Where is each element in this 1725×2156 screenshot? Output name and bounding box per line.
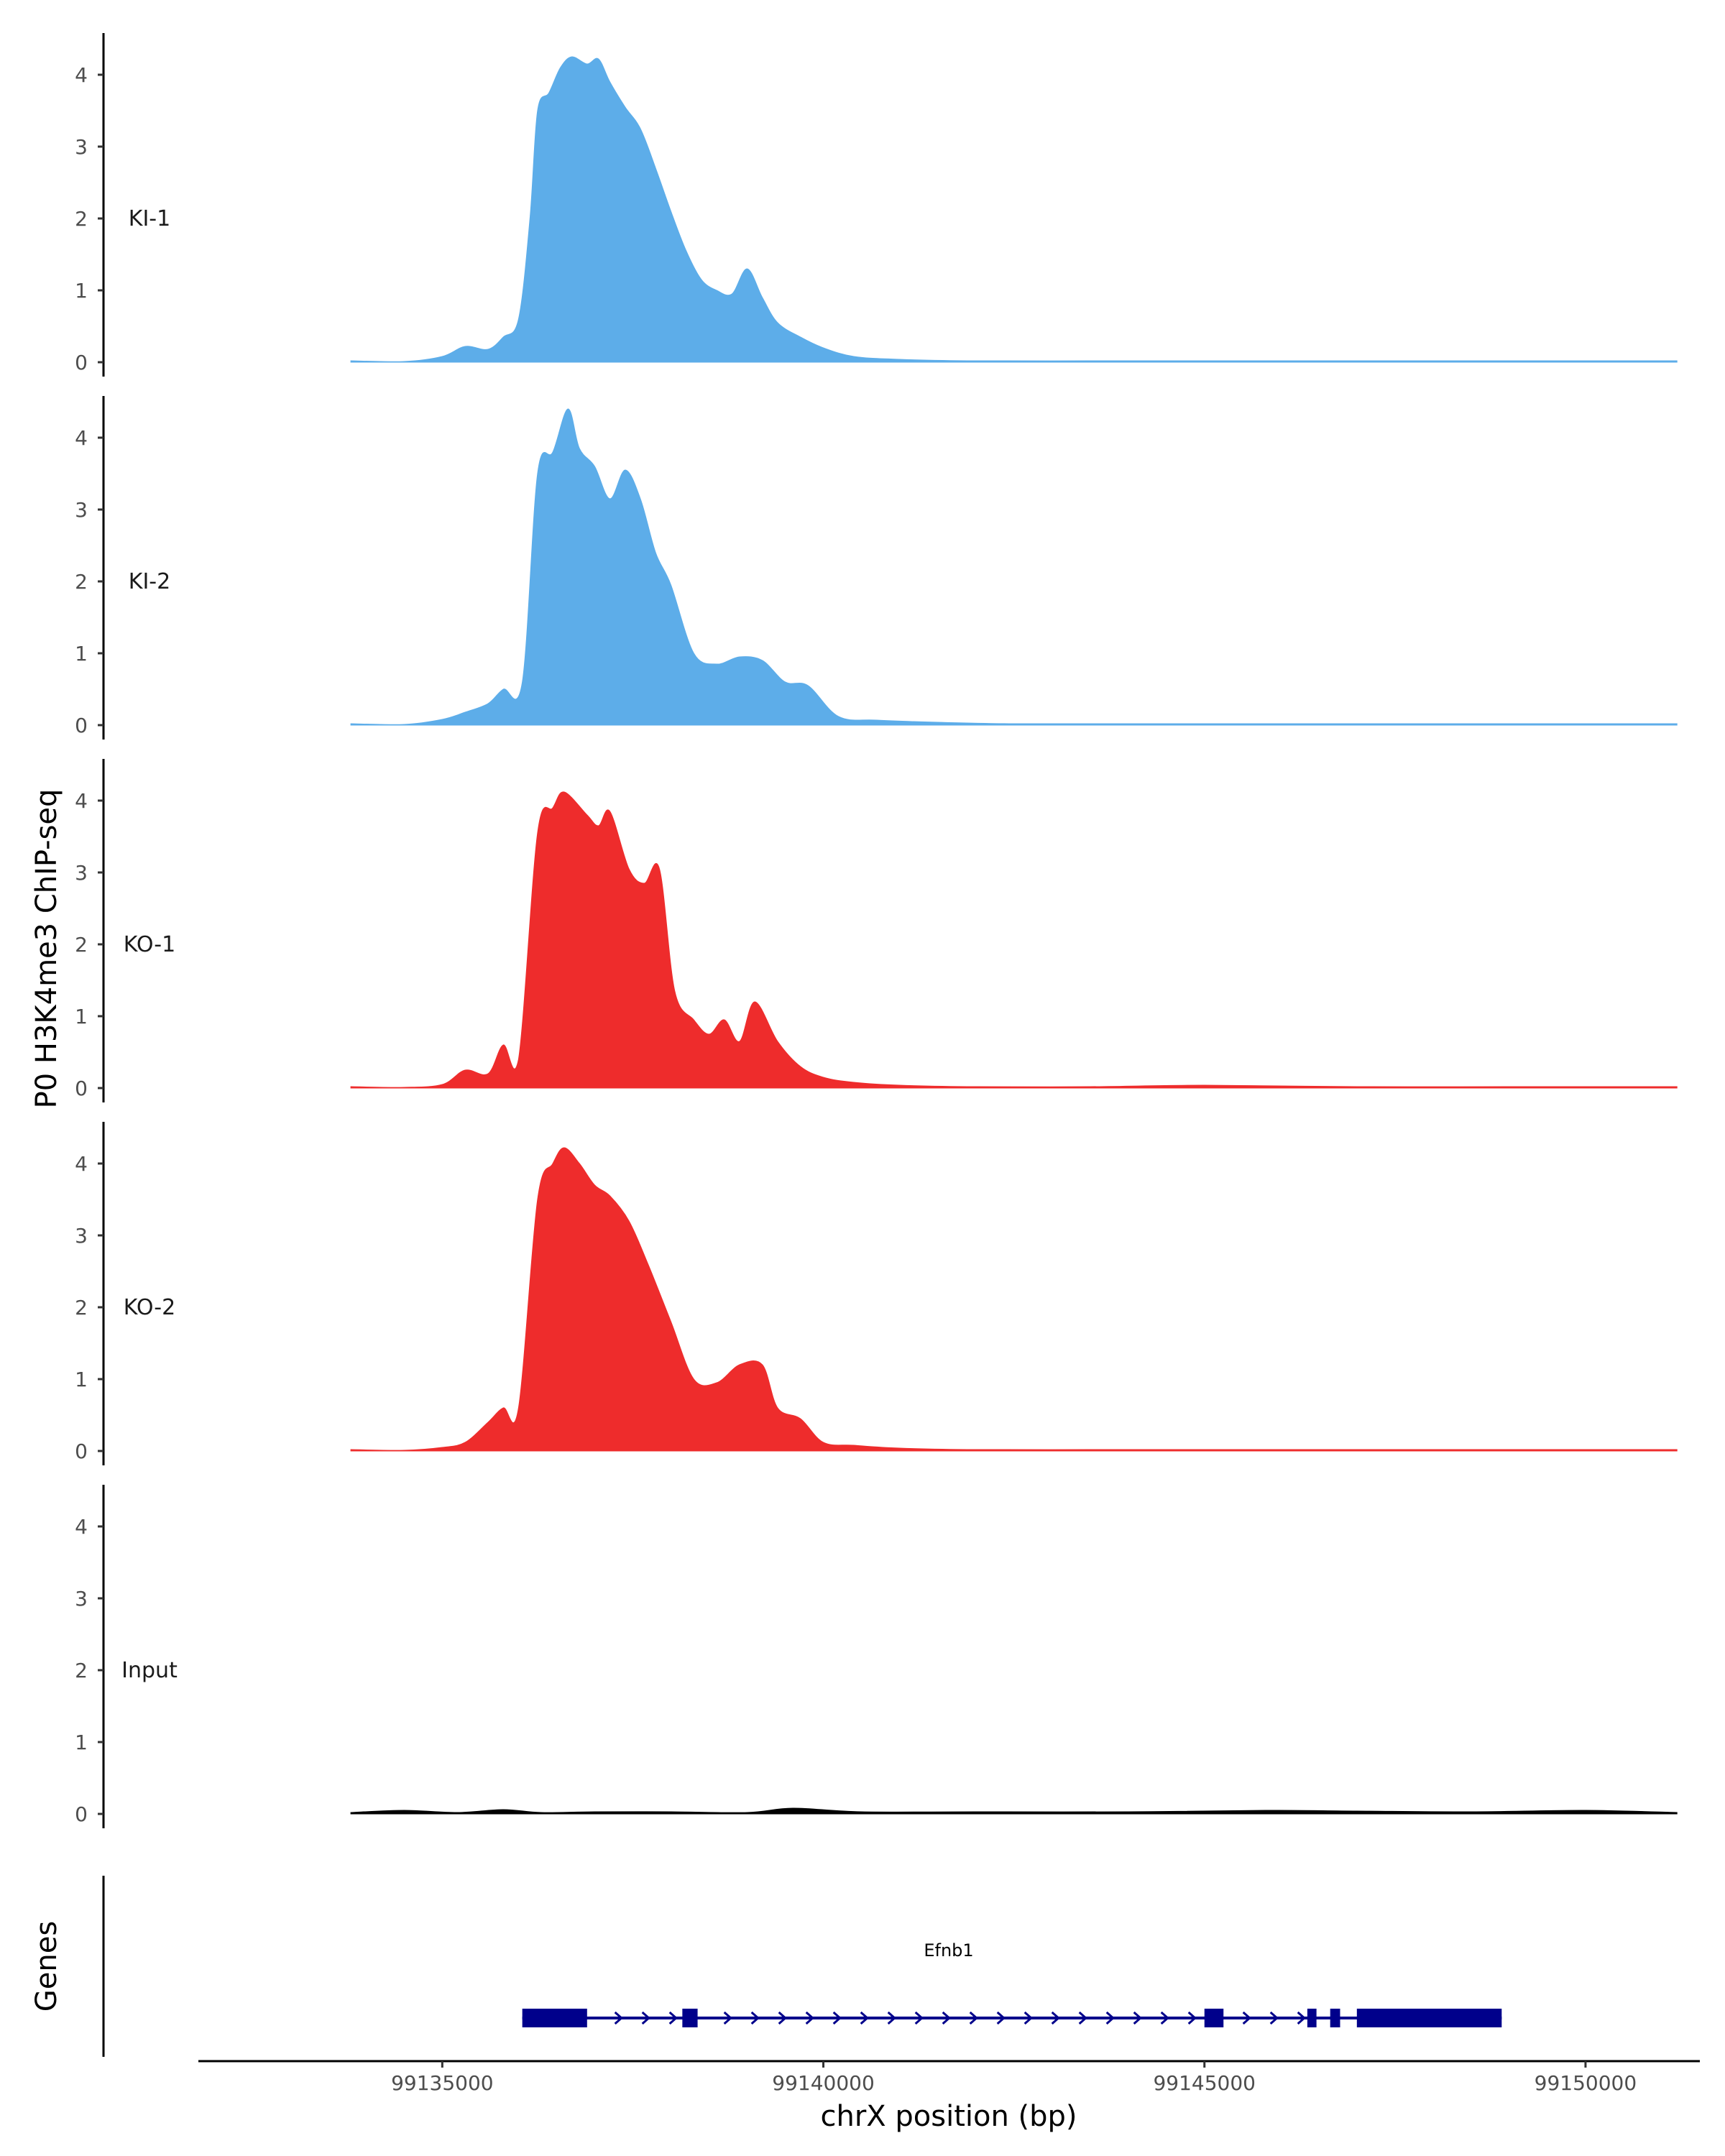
gene-label-efnb1: Efnb1 xyxy=(924,1940,973,1961)
gene-exon-5 xyxy=(1330,2009,1340,2027)
y-tick-label-ki-2-4: 4 xyxy=(75,426,88,450)
strand-arrow xyxy=(614,2011,623,2025)
strand-arrow xyxy=(641,2011,650,2025)
y-tick-label-ki-1-1: 1 xyxy=(75,279,88,303)
strand-arrow xyxy=(1024,2011,1033,2025)
strand-arrow xyxy=(1269,2011,1279,2025)
genes-panel: Efnb1 xyxy=(102,1876,1502,2057)
track-panel-ki-1: 0 1 2 3 4 KI-1 xyxy=(75,33,1678,377)
y-tick-label-ki-2-3: 3 xyxy=(75,498,88,522)
x-axis-title: chrX position (bp) xyxy=(820,2100,1077,2133)
y-tick-label-ki-2-0: 0 xyxy=(75,714,88,737)
strand-arrow xyxy=(914,2011,924,2025)
strand-arrow xyxy=(1105,2011,1115,2025)
strand-arrow xyxy=(750,2011,760,2025)
track-panel-ko-2: 0 1 2 3 4 KO-2 xyxy=(75,1122,1678,1465)
y-tick-label-input-4: 4 xyxy=(75,1515,88,1539)
strand-arrow xyxy=(942,2011,951,2025)
track-panel-input: 0 1 2 3 4 Input xyxy=(75,1485,1678,1828)
x-tick-label-99140000: 99140000 xyxy=(772,2071,875,2095)
y-tick-label-ki-1-3: 3 xyxy=(75,135,88,159)
strand-arrow xyxy=(832,2011,842,2025)
y-tick-label-input-3: 3 xyxy=(75,1587,88,1611)
strand-arrow xyxy=(887,2011,896,2025)
track-label-ko-1: KO-1 xyxy=(124,932,175,957)
track-label-ko-2: KO-2 xyxy=(124,1295,175,1320)
x-tick-label-99135000: 99135000 xyxy=(391,2071,494,2095)
y-tick-label-input-0: 0 xyxy=(75,1802,88,1826)
coverage-area-ki-1 xyxy=(350,56,1678,363)
strand-arrow xyxy=(969,2011,978,2025)
y-tick-label-ki-1-0: 0 xyxy=(75,351,88,374)
y-tick-label-ko-1-0: 0 xyxy=(75,1077,88,1100)
gene-exon-6 xyxy=(1356,2009,1502,2027)
strand-arrow xyxy=(860,2011,869,2025)
y-tick-label-ko-1-1: 1 xyxy=(75,1005,88,1028)
strand-arrow xyxy=(1242,2011,1251,2025)
y-tick-label-ko-1-3: 3 xyxy=(75,861,88,885)
x-tick-label-99150000: 99150000 xyxy=(1535,2071,1637,2095)
gene-model xyxy=(522,2009,1502,2027)
strand-arrow xyxy=(996,2011,1006,2025)
y-tick-label-ko-2-1: 1 xyxy=(75,1368,88,1391)
gene-exon-4 xyxy=(1307,2009,1317,2027)
y-tick-label-input-2: 2 xyxy=(75,1659,88,1682)
y-tick-label-ko-2-4: 4 xyxy=(75,1152,88,1176)
strand-arrow xyxy=(1187,2011,1197,2025)
genes-axis-title: Genes xyxy=(30,1921,63,2012)
y-tick-label-ko-1-4: 4 xyxy=(75,789,88,813)
strand-arrow xyxy=(778,2011,787,2025)
strand-arrow xyxy=(805,2011,814,2025)
strand-arrow xyxy=(1078,2011,1087,2025)
x-axis: 99135000 99140000 99145000 99150000 xyxy=(198,2060,1700,2095)
y-tick-label-ki-1-2: 2 xyxy=(75,207,88,231)
gene-exon-1 xyxy=(522,2009,587,2027)
y-tick-label-ko-2-3: 3 xyxy=(75,1224,88,1248)
track-panel-ki-2: 0 1 2 3 4 KI-2 xyxy=(75,396,1678,740)
track-label-ki-1: KI-1 xyxy=(129,206,170,231)
y-tick-label-ko-2-0: 0 xyxy=(75,1439,88,1463)
tracks-layer: 0 1 2 3 4 KI-1 0 1 2 3 4 KI-2 0 1 2 3 4 KO-1 0 1 2 3 4 KO-2 0 1 2 3… xyxy=(75,33,1678,1828)
y-tick-label-input-1: 1 xyxy=(75,1731,88,1754)
track-label-ki-2: KI-2 xyxy=(129,569,170,594)
gene-exon-2 xyxy=(682,2009,698,2027)
track-panel-ko-1: 0 1 2 3 4 KO-1 xyxy=(75,759,1678,1102)
coverage-area-ki-2 xyxy=(350,408,1678,726)
strand-arrow xyxy=(668,2011,678,2025)
coverage-area-ko-1 xyxy=(350,791,1678,1089)
y-tick-label-ki-2-1: 1 xyxy=(75,642,88,665)
strand-arrow xyxy=(1051,2011,1060,2025)
y-tick-label-ki-2-2: 2 xyxy=(75,570,88,594)
y-tick-label-ki-1-4: 4 xyxy=(75,63,88,87)
coverage-area-input xyxy=(350,1807,1678,1815)
coverage-area-ko-2 xyxy=(350,1147,1678,1452)
y-tick-label-ko-2-2: 2 xyxy=(75,1296,88,1319)
strand-arrow xyxy=(723,2011,732,2025)
gene-exon-3 xyxy=(1204,2009,1224,2027)
x-tick-label-99145000: 99145000 xyxy=(1153,2071,1256,2095)
y-tick-label-ko-1-2: 2 xyxy=(75,933,88,957)
strand-arrow xyxy=(1160,2011,1169,2025)
strand-arrow xyxy=(1133,2011,1142,2025)
y-axis-title: P0 H3K4me3 ChIP-seq xyxy=(30,789,63,1109)
strand-arrow xyxy=(1297,2011,1306,2025)
track-label-input: Input xyxy=(121,1658,178,1683)
